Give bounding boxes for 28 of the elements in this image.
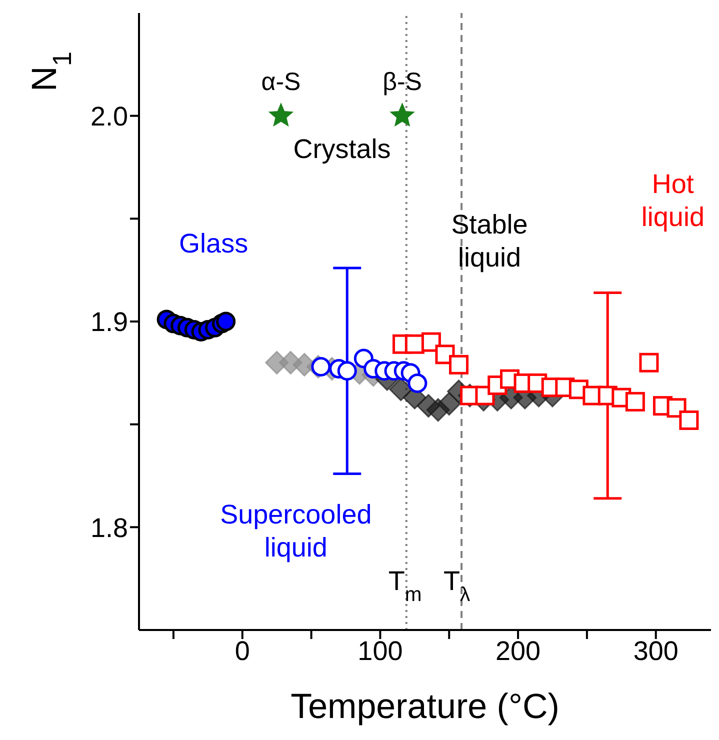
point [408, 373, 428, 393]
annotation: Supercooled liquid [220, 500, 372, 563]
x-axis-title: Temperature (°C) [290, 687, 560, 726]
point [337, 361, 357, 381]
ref-line-label: T$_{λ}$ [444, 566, 470, 606]
point [390, 103, 414, 126]
point [449, 354, 469, 374]
annotation: Crystals [293, 134, 391, 164]
series-label: Glass [179, 228, 248, 258]
y-tick-label: 1.8 [90, 512, 128, 543]
data-label: β-S [382, 68, 422, 96]
point [216, 312, 236, 332]
y-tick-label: 2.0 [90, 101, 128, 132]
point [639, 352, 659, 372]
annotation: Stable liquid [451, 210, 528, 273]
x-tick-label: 200 [496, 636, 541, 666]
text: Hot liquid [641, 169, 704, 232]
x-tick-label: 0 [234, 636, 250, 666]
point [625, 392, 645, 412]
x-tick-label: 100 [358, 636, 403, 666]
point [437, 392, 461, 416]
ref-line-label: T$_{m}$ [388, 566, 422, 606]
point [269, 103, 293, 126]
point [311, 356, 331, 376]
point [679, 410, 699, 430]
y-tick-label: 1.9 [90, 307, 128, 338]
data-label: α-S [261, 68, 301, 96]
x-tick-label: 300 [633, 636, 678, 666]
